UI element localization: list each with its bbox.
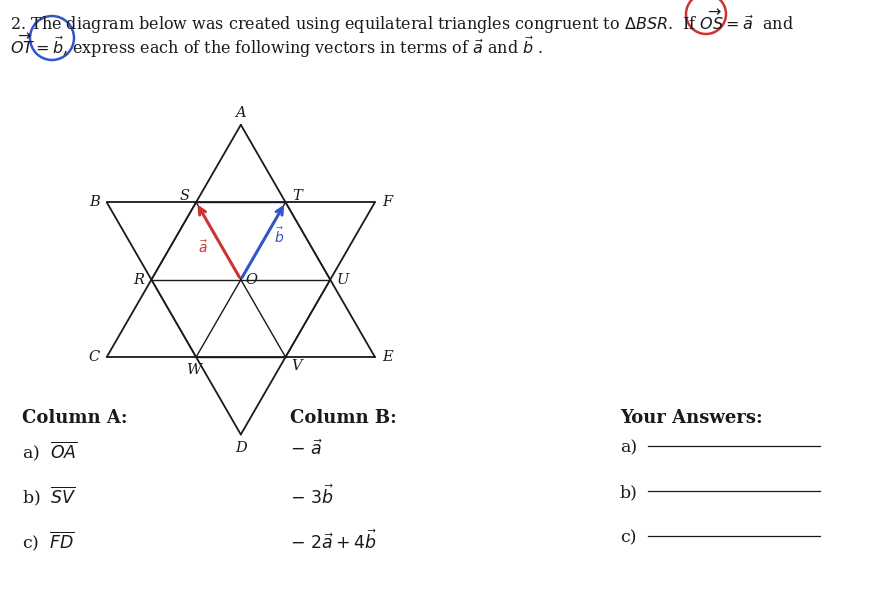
Text: D: D (235, 441, 247, 455)
Text: c): c) (620, 529, 637, 546)
Text: U: U (336, 272, 349, 287)
Text: V: V (291, 359, 301, 373)
Text: S: S (179, 189, 189, 203)
Text: $-\ 2\vec{a}+4\vec{b}$: $-\ 2\vec{a}+4\vec{b}$ (290, 529, 376, 553)
Text: $\overrightarrow{OT}=\vec{b}$, express each of the following vectors in terms of: $\overrightarrow{OT}=\vec{b}$, express e… (10, 31, 543, 60)
Text: Column A:: Column A: (22, 409, 128, 427)
Text: $-\ \vec{a}$: $-\ \vec{a}$ (290, 439, 323, 458)
Text: a)  $\overline{OA}$: a) $\overline{OA}$ (22, 439, 78, 463)
Text: a): a) (620, 439, 637, 456)
Text: B: B (89, 195, 100, 209)
Text: $-\ 3\vec{b}$: $-\ 3\vec{b}$ (290, 484, 334, 507)
Text: E: E (382, 350, 392, 364)
Text: b)  $\overline{SV}$: b) $\overline{SV}$ (22, 484, 77, 507)
Text: 2. The diagram below was created using equilateral triangles congruent to $\Delt: 2. The diagram below was created using e… (10, 7, 794, 36)
Text: T: T (293, 189, 302, 203)
Text: O: O (245, 272, 258, 287)
Text: c)  $\overline{FD}$: c) $\overline{FD}$ (22, 529, 75, 553)
Text: A: A (235, 106, 246, 120)
Text: W: W (186, 362, 201, 376)
Text: b): b) (620, 484, 638, 501)
Text: $\vec{b}$: $\vec{b}$ (274, 226, 285, 246)
Text: $\vec{a}$: $\vec{a}$ (198, 240, 209, 257)
Text: C: C (88, 350, 100, 364)
Text: R: R (134, 272, 145, 287)
Text: F: F (383, 195, 392, 209)
Text: Column B:: Column B: (290, 409, 397, 427)
Text: Your Answers:: Your Answers: (620, 409, 763, 427)
